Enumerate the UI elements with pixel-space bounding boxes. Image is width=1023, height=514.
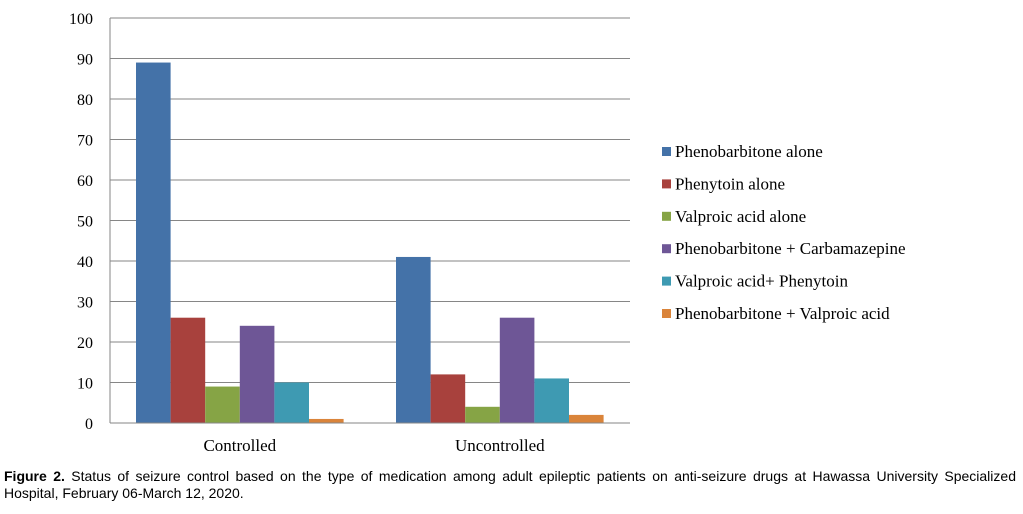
bar: [465, 406, 500, 423]
x-category-label: Uncontrolled: [455, 436, 545, 455]
axes: [109, 18, 630, 424]
figure-caption: Figure 2. Status of seizure control base…: [4, 468, 1016, 502]
legend-swatch: [662, 244, 671, 254]
y-axis-tick-labels: 0 10 20 30 40 50 60 70 80 90 100: [69, 11, 93, 433]
y-tick-label: 60: [77, 173, 93, 190]
legend-label: Phenobarbitone alone: [675, 142, 823, 161]
legend-label: Phenytoin alone: [675, 174, 785, 193]
bar: [396, 256, 431, 423]
x-category-label: Controlled: [203, 436, 276, 455]
y-tick-label: 90: [77, 52, 93, 69]
legend-label: Valproic acid+ Phenytoin: [675, 272, 848, 291]
bar: [309, 418, 344, 423]
bars: [136, 62, 604, 424]
legend-swatch: [662, 211, 671, 221]
bar: [274, 382, 309, 423]
y-tick-label: 50: [77, 214, 93, 231]
legend-swatch: [662, 147, 671, 156]
x-axis-category-labels: Controlled Uncontrolled: [203, 436, 545, 455]
bar: [205, 386, 240, 423]
legend-label: Phenobarbitone + Valproic acid: [675, 304, 890, 323]
bar: [136, 62, 171, 424]
y-tick-label: 30: [77, 295, 93, 312]
legend-swatch: [662, 276, 671, 286]
y-tick-label: 40: [77, 254, 93, 271]
bar: [499, 317, 535, 423]
legend-swatch: [662, 309, 671, 318]
bar: [239, 325, 275, 423]
bar: [569, 414, 604, 423]
caption-text: Status of seizure control based on the t…: [4, 468, 1016, 501]
legend: Phenobarbitone alone Phenytoin alone Valpr…: [662, 142, 906, 323]
bar: [430, 374, 466, 423]
legend-swatch: [662, 179, 671, 189]
y-tick-label: 20: [77, 335, 93, 352]
bar: [534, 378, 569, 423]
y-tick-label: 70: [77, 133, 93, 150]
bar: [170, 317, 206, 423]
y-tick-label: 0: [85, 416, 93, 433]
caption-label: Figure 2.: [4, 468, 65, 484]
legend-label: Phenobarbitone + Carbamazepine: [675, 239, 906, 258]
y-tick-label: 10: [77, 376, 93, 393]
y-tick-label: 100: [69, 11, 93, 28]
bar-chart: 0 10 20 30 40 50 60 70 80 90 100 Controlled Uncontr…: [69, 11, 906, 455]
y-tick-label: 80: [77, 92, 93, 109]
legend-label: Valproic acid alone: [675, 207, 806, 226]
